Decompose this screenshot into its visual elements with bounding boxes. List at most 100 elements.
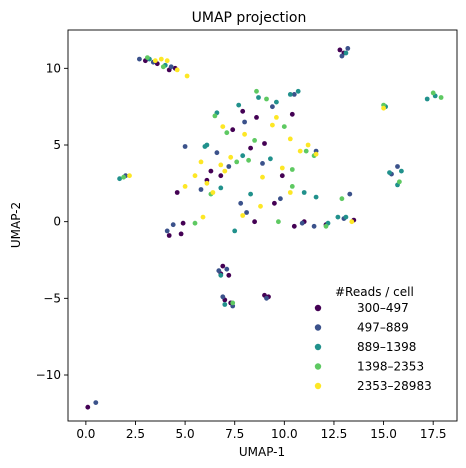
data-point <box>323 223 329 229</box>
data-point <box>395 164 400 169</box>
data-point <box>270 122 275 128</box>
data-point <box>274 99 279 105</box>
data-point <box>222 302 228 307</box>
data-point <box>252 219 257 225</box>
data-point <box>252 138 257 143</box>
data-point <box>220 124 226 129</box>
data-point <box>240 153 246 159</box>
legend-entry-label: 497–889 <box>357 321 409 335</box>
legend: #Reads / cell 300–497 497–889 889–1398 1398… <box>314 285 432 393</box>
data-point <box>299 220 305 226</box>
data-point <box>260 174 265 180</box>
data-point <box>305 142 311 148</box>
data-point <box>279 173 285 179</box>
y-axis: 10 5 0 −5 −10 <box>36 61 68 382</box>
data-point <box>438 95 444 100</box>
data-point <box>397 179 402 185</box>
data-point <box>248 191 254 197</box>
x-tick-label: 2.5 <box>126 427 145 441</box>
data-point <box>198 159 204 165</box>
data-point <box>218 173 224 179</box>
data-point <box>278 196 283 202</box>
data-point <box>240 108 246 114</box>
x-axis: 0.0 2.5 5.0 7.5 10.0 12.5 15.0 17.5 <box>76 421 447 441</box>
data-point <box>164 228 170 234</box>
data-point <box>212 113 218 119</box>
data-point <box>343 50 349 56</box>
data-point <box>260 161 265 166</box>
data-point <box>337 47 343 53</box>
y-tick-label: 5 <box>53 138 61 152</box>
data-point <box>343 214 349 220</box>
y-tick-label: −5 <box>43 291 61 305</box>
data-point <box>226 272 232 278</box>
legend-marker <box>314 304 322 312</box>
data-point <box>152 58 158 64</box>
data-point <box>297 148 303 154</box>
x-tick-label: 10.0 <box>271 427 298 441</box>
data-point <box>268 156 273 162</box>
data-point <box>166 233 172 238</box>
data-point <box>178 231 184 237</box>
legend-marker <box>314 324 322 331</box>
data-point <box>145 55 150 60</box>
data-point <box>230 300 236 306</box>
data-point <box>347 191 353 197</box>
data-point <box>174 67 180 73</box>
data-point <box>287 136 293 142</box>
data-point <box>224 130 230 136</box>
data-point <box>121 174 126 180</box>
legend-marker <box>314 363 322 370</box>
data-point <box>258 203 263 209</box>
data-point <box>210 190 216 195</box>
data-point <box>242 131 248 137</box>
data-point <box>289 167 295 172</box>
legend-entry-label: 1398–2353 <box>357 360 424 374</box>
data-point <box>85 404 91 410</box>
data-point <box>240 213 246 218</box>
data-point <box>246 157 252 163</box>
data-point <box>287 92 293 97</box>
data-point <box>281 124 287 129</box>
data-point <box>248 145 254 151</box>
data-point <box>311 223 317 229</box>
legend-marker <box>314 382 322 390</box>
data-point <box>238 200 244 206</box>
x-tick-label: 17.5 <box>420 427 447 441</box>
series-4 <box>127 56 386 225</box>
data-point <box>224 266 230 272</box>
data-point <box>339 196 345 202</box>
data-point <box>399 168 404 174</box>
legend-entry-label: 2353–28983 <box>357 379 432 393</box>
y-axis-label: UMAP-2 <box>9 202 23 248</box>
data-point <box>218 185 224 191</box>
data-point <box>200 214 206 220</box>
data-point <box>232 228 238 234</box>
x-tick-label: 15.0 <box>370 427 397 441</box>
data-point <box>339 53 345 59</box>
legend-title: #Reads / cell <box>335 285 414 299</box>
data-point <box>256 95 261 100</box>
data-point <box>287 190 293 195</box>
x-tick-label: 7.5 <box>225 427 244 441</box>
data-point <box>230 127 236 133</box>
data-point <box>164 58 170 64</box>
data-point <box>254 115 259 120</box>
data-point <box>192 220 198 226</box>
data-point <box>289 111 295 117</box>
data-point <box>264 96 269 102</box>
data-point <box>168 64 174 70</box>
legend-entry-label: 889–1398 <box>357 340 416 354</box>
axes-frame <box>67 29 458 422</box>
data-point <box>228 154 234 160</box>
legend-marker <box>314 343 322 351</box>
data-point <box>270 104 275 110</box>
series-0 <box>85 47 357 410</box>
data-point <box>184 73 190 79</box>
data-point <box>170 222 176 228</box>
data-point <box>264 295 269 301</box>
data-point <box>137 56 142 62</box>
chart-title: UMAP projection <box>192 10 307 26</box>
data-point <box>192 173 198 179</box>
data-point <box>262 141 267 146</box>
